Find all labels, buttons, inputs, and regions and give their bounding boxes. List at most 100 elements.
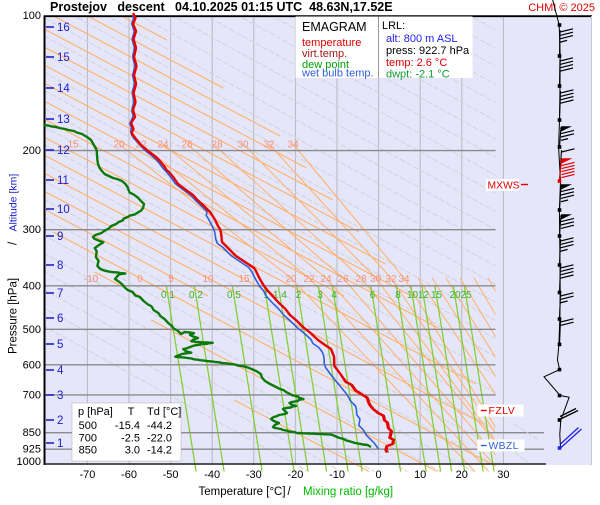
svg-text:-70: -70	[79, 469, 95, 481]
svg-text:9: 9	[57, 231, 63, 243]
svg-text:5: 5	[57, 339, 63, 351]
svg-text:alt: 800 m ASL: alt: 800 m ASL	[386, 33, 458, 45]
svg-text:0: 0	[376, 469, 382, 481]
svg-text:850: 850	[79, 445, 97, 457]
svg-text:25: 25	[460, 290, 472, 301]
svg-text:925: 925	[23, 444, 41, 456]
svg-text:6: 6	[57, 313, 63, 325]
svg-text:1.4: 1.4	[273, 290, 287, 301]
svg-text:Mixing ratio [g/kg]: Mixing ratio [g/kg]	[303, 486, 393, 498]
svg-text:34: 34	[398, 274, 410, 285]
svg-text:-20: -20	[287, 469, 303, 481]
svg-text:1: 1	[57, 438, 63, 450]
svg-text:13: 13	[57, 114, 70, 126]
svg-text:30: 30	[497, 469, 509, 481]
svg-text:temperature: temperature	[302, 37, 361, 49]
svg-text:dwpt: -2.1 °C: dwpt: -2.1 °C	[386, 69, 450, 81]
svg-text:virt.temp.: virt.temp.	[302, 48, 347, 60]
svg-text:5: 5	[168, 274, 174, 285]
svg-text:15: 15	[57, 52, 70, 64]
svg-text:15: 15	[67, 140, 79, 151]
svg-text:2: 2	[296, 290, 302, 301]
svg-text:FZLV: FZLV	[489, 406, 516, 417]
svg-text:-10: -10	[84, 274, 99, 285]
svg-text:14: 14	[57, 83, 70, 95]
svg-text:15: 15	[431, 290, 443, 301]
svg-text:-14.2: -14.2	[147, 445, 172, 457]
svg-text:8: 8	[395, 290, 401, 301]
svg-text:300: 300	[23, 224, 41, 236]
svg-text:dew point: dew point	[302, 59, 349, 71]
svg-text:7: 7	[57, 288, 63, 300]
svg-text:850: 850	[23, 427, 41, 439]
svg-text:30: 30	[370, 274, 382, 285]
svg-text:-15.4: -15.4	[115, 420, 140, 432]
svg-text:10: 10	[57, 204, 70, 216]
svg-text:20: 20	[113, 140, 125, 151]
svg-text:700: 700	[23, 389, 41, 401]
svg-text:26: 26	[181, 140, 193, 151]
svg-text:10: 10	[414, 469, 426, 481]
svg-text:12: 12	[57, 145, 70, 157]
svg-text:200: 200	[23, 145, 41, 157]
svg-text:Altitude [km]: Altitude [km]	[8, 174, 20, 232]
svg-text:28: 28	[211, 140, 223, 151]
svg-text:32: 32	[263, 140, 275, 151]
svg-text:-30: -30	[246, 469, 262, 481]
svg-text:p [hPa]: p [hPa]	[78, 406, 113, 418]
svg-text:0.5: 0.5	[227, 290, 241, 301]
svg-text:8: 8	[57, 260, 63, 272]
svg-text:6: 6	[370, 290, 376, 301]
svg-text:0: 0	[137, 274, 143, 285]
svg-text:-40: -40	[204, 469, 220, 481]
svg-text:20: 20	[456, 469, 468, 481]
svg-text:LRL:: LRL:	[382, 20, 405, 32]
svg-text:15: 15	[238, 274, 250, 285]
svg-text:/: /	[288, 486, 292, 498]
svg-text:/: /	[8, 241, 20, 245]
svg-text:16: 16	[57, 22, 70, 34]
svg-text:24: 24	[157, 140, 169, 151]
svg-text:34: 34	[287, 140, 299, 151]
svg-text:wet bulb temp.: wet bulb temp.	[301, 68, 374, 80]
svg-text:EMAGRAM: EMAGRAM	[302, 20, 367, 34]
svg-text:10: 10	[202, 274, 214, 285]
svg-text:-10: -10	[329, 469, 345, 481]
svg-text:32: 32	[385, 274, 397, 285]
svg-text:press: 922.7 hPa: press: 922.7 hPa	[386, 45, 470, 57]
svg-text:4: 4	[331, 290, 337, 301]
svg-text:Prostejov descent 04.10.20: Prostejov descent 04.10.2025 01:15 UTC 4…	[50, 0, 393, 14]
svg-text:600: 600	[23, 359, 41, 371]
svg-text:28: 28	[355, 274, 367, 285]
svg-text:-22.0: -22.0	[147, 433, 172, 445]
svg-text:2: 2	[57, 415, 63, 427]
svg-text:3: 3	[57, 390, 63, 402]
svg-text:700: 700	[79, 433, 97, 445]
svg-text:T: T	[128, 406, 135, 418]
svg-text:500: 500	[23, 324, 41, 336]
svg-text:24: 24	[320, 274, 332, 285]
svg-text:12: 12	[418, 290, 430, 301]
svg-text:Pressure [hPa]: Pressure [hPa]	[8, 278, 20, 354]
svg-text:4: 4	[57, 365, 64, 377]
svg-text:500: 500	[79, 420, 97, 432]
svg-text:3: 3	[317, 290, 323, 301]
svg-text:0.2: 0.2	[189, 290, 203, 301]
svg-text:400: 400	[23, 280, 41, 292]
svg-text:0.1: 0.1	[161, 290, 175, 301]
svg-text:Temperature [°C]: Temperature [°C]	[199, 486, 286, 498]
svg-text:WBZL: WBZL	[489, 441, 519, 452]
svg-text:1000: 1000	[17, 456, 41, 468]
svg-text:-44.2: -44.2	[147, 420, 172, 432]
svg-text:10: 10	[407, 290, 419, 301]
svg-text:3.0: 3.0	[125, 445, 140, 457]
svg-text:20: 20	[449, 290, 461, 301]
svg-text:26: 26	[337, 274, 349, 285]
svg-text:-60: -60	[121, 469, 137, 481]
svg-text:30: 30	[237, 140, 249, 151]
svg-text:temp: 2.6 °C: temp: 2.6 °C	[386, 57, 447, 69]
svg-text:Td [°C]: Td [°C]	[147, 406, 181, 418]
svg-text:11: 11	[57, 175, 69, 187]
svg-text:-2.5: -2.5	[121, 433, 140, 445]
svg-text:MXWS: MXWS	[488, 181, 520, 192]
